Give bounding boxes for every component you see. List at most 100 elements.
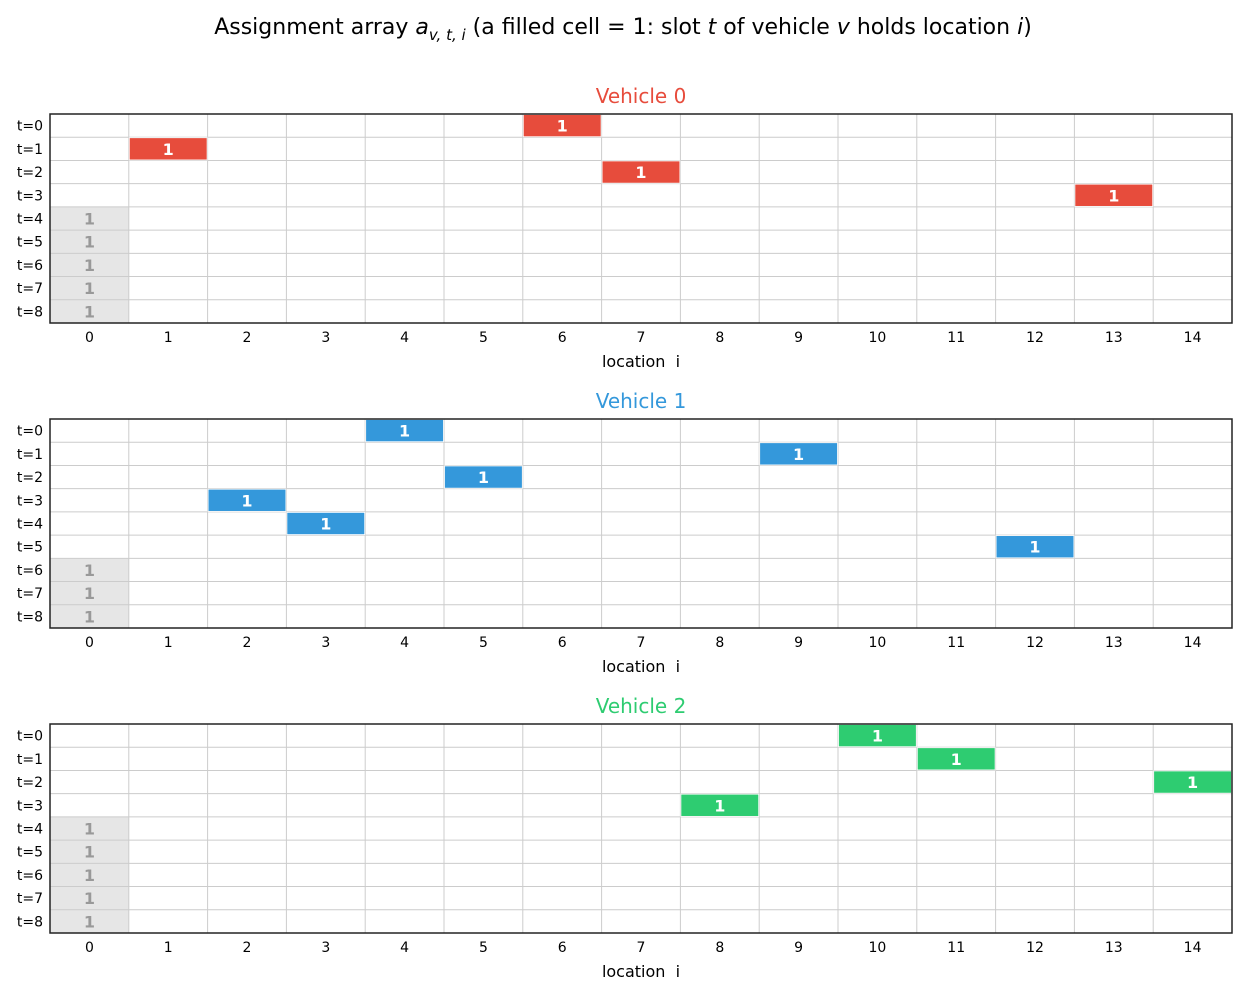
x-tick-label: 0 <box>85 940 94 956</box>
assignment-cell-label: 1 <box>557 117 568 136</box>
title-mid-2: of vehicle <box>716 15 837 40</box>
x-axis-label: location i <box>602 657 680 676</box>
x-tick-label: 4 <box>400 330 409 346</box>
x-tick-label: 7 <box>637 940 646 956</box>
depot-cell <box>50 206 129 231</box>
x-tick-label: 7 <box>637 635 646 651</box>
y-tick-label: t=2 <box>17 470 43 486</box>
x-tick-label: 4 <box>400 635 409 651</box>
x-tick-label: 6 <box>558 940 567 956</box>
x-tick-label: 0 <box>85 330 94 346</box>
depot-cell <box>50 816 129 841</box>
assignment-cell-label: 1 <box>320 515 331 534</box>
y-tick-label: t=6 <box>17 258 43 274</box>
vehicle-panel-0: Vehicle 0111111111t=0t=1t=2t=3t=4t=5t=6t… <box>17 84 1233 371</box>
y-tick-label: t=7 <box>17 281 43 297</box>
y-tick-label: t=1 <box>17 752 43 768</box>
x-tick-label: 11 <box>947 940 965 956</box>
assignment-cell <box>207 488 287 512</box>
title-mid-3: holds location <box>850 15 1017 40</box>
x-tick-label: 3 <box>321 635 330 651</box>
x-tick-label: 2 <box>243 635 252 651</box>
panel-frame <box>49 723 1233 934</box>
y-tick-label: t=6 <box>17 868 43 884</box>
assignment-cell-label: 1 <box>793 445 804 464</box>
depot-cell-label: 1 <box>84 302 95 321</box>
x-tick-label: 6 <box>558 330 567 346</box>
assignment-cell <box>286 511 366 536</box>
title-symbol-a: a <box>415 15 428 40</box>
x-tick-label: 3 <box>321 330 330 346</box>
depot-cell <box>50 230 129 254</box>
vehicle-panel-1: Vehicle 1111111111t=0t=1t=2t=3t=4t=5t=6t… <box>17 389 1233 676</box>
x-tick-label: 12 <box>1026 330 1044 346</box>
x-tick-label: 13 <box>1105 940 1123 956</box>
title-symbol-v: v <box>837 15 851 40</box>
assignment-cell <box>128 137 208 161</box>
assignment-cell-label: 1 <box>1108 186 1119 205</box>
depot-cell-label: 1 <box>84 233 95 252</box>
y-tick-label: t=8 <box>17 609 43 625</box>
depot-cell <box>50 604 129 628</box>
x-tick-label: 8 <box>715 330 724 346</box>
y-tick-label: t=0 <box>17 119 43 135</box>
x-tick-label: 13 <box>1105 330 1123 346</box>
x-tick-label: 11 <box>947 330 965 346</box>
assignment-cell-label: 1 <box>163 140 174 159</box>
depot-cell-label: 1 <box>84 820 95 839</box>
title-symbol-t: t <box>708 15 718 40</box>
depot-cell <box>50 886 129 910</box>
y-tick-label: t=1 <box>17 447 43 463</box>
vehicle-panels: Vehicle 0111111111t=0t=1t=2t=3t=4t=5t=6t… <box>17 84 1233 981</box>
x-tick-label: 1 <box>164 330 173 346</box>
vehicle-panel-2: Vehicle 2111111111t=0t=1t=2t=3t=4t=5t=6t… <box>17 694 1233 981</box>
depot-cell-label: 1 <box>84 256 95 275</box>
depot-cell-label: 1 <box>84 279 95 298</box>
assignment-cell-label: 1 <box>951 750 962 769</box>
depot-cell <box>50 581 129 605</box>
depot-cell <box>50 299 129 323</box>
figure-title: Assignment array av, t, i (a filled cell… <box>214 15 1032 44</box>
x-tick-label: 14 <box>1184 940 1202 956</box>
y-tick-label: t=0 <box>17 729 43 745</box>
y-tick-label: t=5 <box>17 540 43 556</box>
depot-cell-label: 1 <box>84 210 95 229</box>
x-tick-label: 9 <box>794 330 803 346</box>
assignment-cell-label: 1 <box>399 422 410 441</box>
assignment-cell-label: 1 <box>478 468 489 487</box>
assignment-cell <box>916 747 996 771</box>
title-suffix: ) <box>1023 15 1032 40</box>
depot-cell <box>50 863 129 887</box>
x-tick-label: 1 <box>164 940 173 956</box>
x-tick-label: 10 <box>868 635 886 651</box>
panel-title: Vehicle 1 <box>596 389 687 413</box>
x-tick-label: 12 <box>1026 635 1044 651</box>
x-tick-label: 11 <box>947 635 965 651</box>
y-tick-label: t=3 <box>17 493 43 509</box>
x-tick-label: 12 <box>1026 940 1044 956</box>
y-tick-label: t=6 <box>17 563 43 579</box>
x-tick-label: 14 <box>1184 330 1202 346</box>
y-tick-label: t=4 <box>17 822 43 838</box>
x-tick-label: 14 <box>1184 635 1202 651</box>
y-tick-label: t=0 <box>17 424 43 440</box>
assignment-cell-label: 1 <box>1187 773 1198 792</box>
depot-cell-label: 1 <box>84 889 95 908</box>
depot-cell-label: 1 <box>84 912 95 931</box>
y-tick-label: t=3 <box>17 798 43 814</box>
x-tick-label: 2 <box>243 940 252 956</box>
assignment-cell-label: 1 <box>872 727 883 746</box>
x-tick-label: 10 <box>868 330 886 346</box>
depot-cell <box>50 253 129 277</box>
assignment-cell-label: 1 <box>635 163 646 182</box>
y-tick-label: t=1 <box>17 142 43 158</box>
assignment-cell <box>444 465 523 489</box>
x-tick-label: 2 <box>243 330 252 346</box>
depot-cell <box>50 276 129 300</box>
assignment-cell-label: 1 <box>714 796 725 815</box>
y-tick-label: t=5 <box>17 845 43 861</box>
x-tick-label: 5 <box>479 940 488 956</box>
panel-frame <box>49 113 1233 324</box>
depot-cell-label: 1 <box>84 561 95 580</box>
